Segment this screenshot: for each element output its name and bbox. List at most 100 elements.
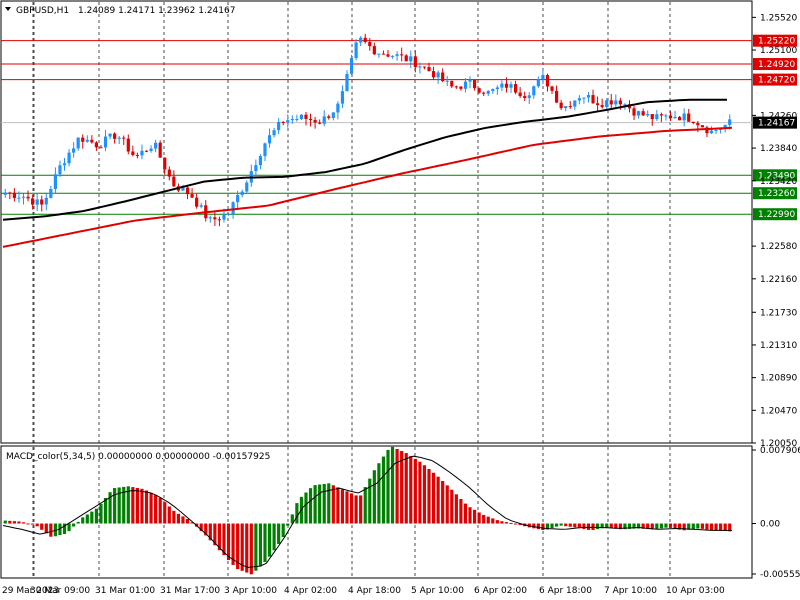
current-price-label: 1.24167 [758,119,795,129]
histogram-bar [318,484,322,524]
histogram-bar [204,523,208,536]
histogram-bar [564,523,568,527]
histogram-bar [386,449,390,524]
indicator-panel-frame [0,445,753,579]
fast-moving-average-line [2,98,727,221]
candle-body [532,86,536,96]
candle-body [577,98,581,101]
histogram-bar [172,510,176,524]
candle-body [696,123,700,126]
candle-body [181,187,185,191]
histogram-bar [573,523,577,528]
candle-body [26,196,30,199]
candle-body [299,114,304,120]
candle-body [318,122,322,124]
time-axis-label: 6 Apr 18:00 [539,586,592,596]
price-level-tag [753,187,797,200]
time-axis-label: 4 Apr 18:00 [348,586,401,596]
candle-body [340,91,345,104]
candle-body [3,192,7,195]
candle-body [586,95,591,98]
histogram-bar [263,523,267,563]
histogram-bar [272,523,276,551]
histogram-bar [185,519,190,524]
slow-moving-average-line [2,126,733,248]
histogram-bar [504,522,509,524]
histogram-bar [90,511,94,524]
price-level-tag [753,169,797,182]
candle-body [664,115,668,117]
histogram-bar [345,491,349,524]
histogram-bar [541,523,545,531]
horizontal-levels[interactable]: 1.25220 1.24920 1.24720 1.23490 1.23260 1.229… [1,34,797,221]
price-tick-label: 1.21730 [760,308,797,318]
candle-body [158,142,162,158]
collapse-triangle-icon[interactable] [5,7,11,11]
histogram-bar [359,495,363,524]
histogram-bar [113,488,117,524]
histogram-bar [377,463,381,524]
candle-body [691,121,695,124]
candle-body [377,53,381,55]
histogram-bar [245,523,249,573]
candle-body [650,114,654,120]
histogram-bar [673,523,677,529]
candle-body [705,127,709,134]
histogram-bar [331,485,335,524]
histogram-bar [495,520,499,524]
histogram-bar [85,514,89,524]
histogram-bar [108,492,112,524]
histogram-bar [44,523,48,534]
candle-body [49,188,53,198]
candle-body [72,148,76,153]
candle-body [637,111,641,116]
candle-body [395,54,399,56]
candle-body [172,176,176,187]
candle-body [40,199,44,205]
candle-body [436,72,440,78]
histogram-bar [58,523,62,536]
histogram-bar [664,523,668,528]
candle-body [550,86,554,91]
ohlc-values: 1.24089 1.24171 1.23962 1.24167 [78,6,235,16]
candle-body [354,42,358,59]
candle-body [281,121,285,123]
candle-body [359,37,363,43]
histogram-bar [668,523,673,528]
histogram-bar [605,523,609,528]
candle-body [554,90,559,103]
histogram-bar [154,495,158,524]
histogram-bar [586,523,591,530]
candle-body [199,205,203,207]
price-level-label: 1.22990 [758,210,795,220]
candle-body [53,174,57,189]
histogram-bar [728,523,732,532]
histogram-bar [290,514,294,524]
candle-body [62,163,67,166]
histogram-bar [308,488,313,524]
candle-body [472,79,477,89]
histogram-bar [577,523,581,529]
indicator-tick-label: 0.0079065 [760,446,800,456]
time-axis-label: 29 Mar 2023 [2,586,59,596]
candle-body [331,112,335,118]
candle-body [463,81,468,89]
price-level-label: 1.23260 [758,189,795,199]
histogram-bar [559,523,563,526]
histogram-bar [190,522,194,524]
candlesticks [3,33,732,227]
histogram-bar [122,486,126,524]
price-tick-label: 1.20890 [760,374,797,384]
candle-body [381,53,386,55]
candle-body [349,58,354,74]
candle-body [144,150,149,152]
histogram-bar [472,509,477,524]
time-axis-label: 7 Apr 10:00 [604,586,657,596]
candle-body [390,55,395,57]
candle-body [217,219,222,221]
candle-body [655,114,659,120]
time-axis-label: 30 Mar 09:00 [30,586,90,596]
histogram-bar [340,489,345,524]
